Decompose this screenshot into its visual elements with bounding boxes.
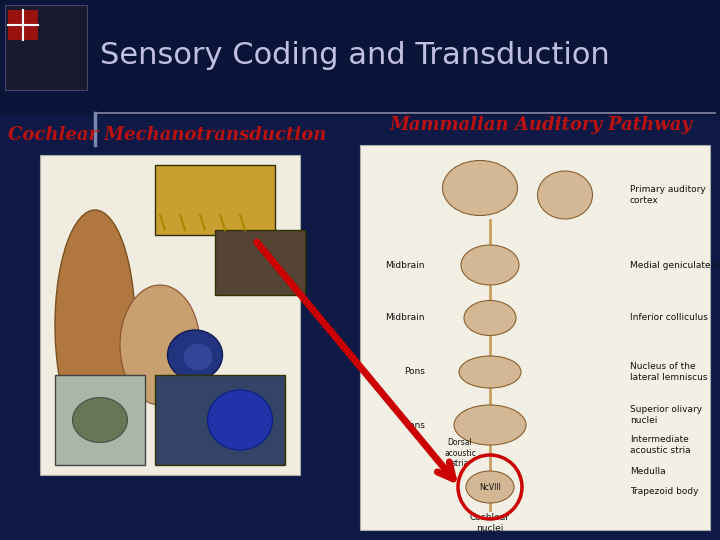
Text: Pons: Pons [404,421,425,429]
Ellipse shape [459,356,521,388]
Bar [8,10,38,40]
Text: Midbrain: Midbrain [385,314,425,322]
Bar [0,0,720,115]
Text: Inferior colliculus: Inferior colliculus [630,314,708,322]
Ellipse shape [168,330,222,380]
Text: Cochlear Mechanotransduction: Cochlear Mechanotransduction [8,126,326,144]
Text: Nucleus of the
lateral lemniscus: Nucleus of the lateral lemniscus [630,362,708,382]
Ellipse shape [55,210,135,440]
Ellipse shape [120,285,200,405]
Bar [155,165,275,235]
Ellipse shape [538,171,593,219]
Text: Medial geniculate nucleus: Medial geniculate nucleus [630,260,720,269]
Text: NcVIII: NcVIII [479,483,501,491]
Text: Primary auditory
cortex: Primary auditory cortex [630,185,706,205]
Text: Sensory Coding and Transduction: Sensory Coding and Transduction [100,40,610,70]
Text: Cochlear
nuclei: Cochlear nuclei [470,514,510,532]
Ellipse shape [73,397,127,442]
Ellipse shape [466,471,514,503]
Bar [55,375,145,465]
Ellipse shape [443,160,518,215]
Bar [40,155,300,475]
Text: Intermediate
acoustic stria: Intermediate acoustic stria [630,435,690,455]
Text: Mammalian Auditory Pathway: Mammalian Auditory Pathway [390,116,693,134]
Bar [360,145,710,530]
Ellipse shape [454,405,526,445]
Ellipse shape [207,390,272,450]
Text: Pons: Pons [404,368,425,376]
Ellipse shape [464,300,516,335]
Bar [155,375,285,465]
Ellipse shape [461,245,519,285]
Text: Superior olivary
nuclei: Superior olivary nuclei [630,406,702,424]
Bar [5,5,87,90]
Text: Medulla: Medulla [630,468,665,476]
Text: Midbrain: Midbrain [385,260,425,269]
Text: Dorsal
acoustic
stria: Dorsal acoustic stria [444,438,476,468]
Ellipse shape [183,343,213,371]
Text: Trapezoid body: Trapezoid body [630,488,698,496]
Bar [215,230,305,295]
